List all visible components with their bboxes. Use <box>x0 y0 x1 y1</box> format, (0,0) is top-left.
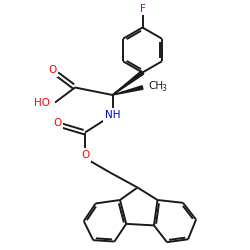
Text: O: O <box>48 65 56 75</box>
Text: O: O <box>54 118 62 128</box>
Text: NH: NH <box>105 110 120 120</box>
Text: 3: 3 <box>161 84 166 93</box>
Polygon shape <box>112 71 144 95</box>
Text: F: F <box>140 4 145 14</box>
Text: HO: HO <box>34 98 50 108</box>
Text: CH: CH <box>149 81 164 91</box>
Text: O: O <box>81 150 89 160</box>
Polygon shape <box>112 86 143 95</box>
